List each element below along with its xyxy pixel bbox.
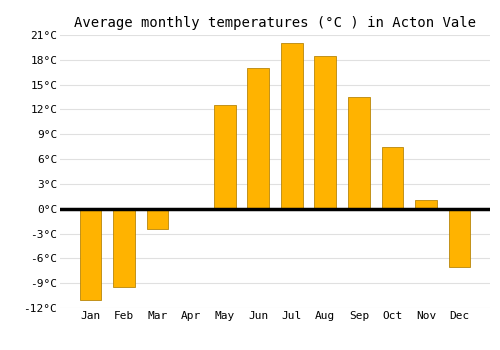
Bar	[348, 97, 370, 209]
Bar	[248, 68, 269, 209]
Bar	[448, 209, 470, 267]
Bar	[382, 147, 404, 209]
Bar	[281, 43, 302, 209]
Title: Average monthly temperatures (°C ) in Acton Vale: Average monthly temperatures (°C ) in Ac…	[74, 16, 476, 30]
Bar	[214, 105, 236, 209]
Bar	[415, 201, 437, 209]
Bar	[314, 56, 336, 209]
Bar	[146, 209, 169, 229]
Bar	[80, 209, 102, 300]
Bar	[113, 209, 135, 287]
